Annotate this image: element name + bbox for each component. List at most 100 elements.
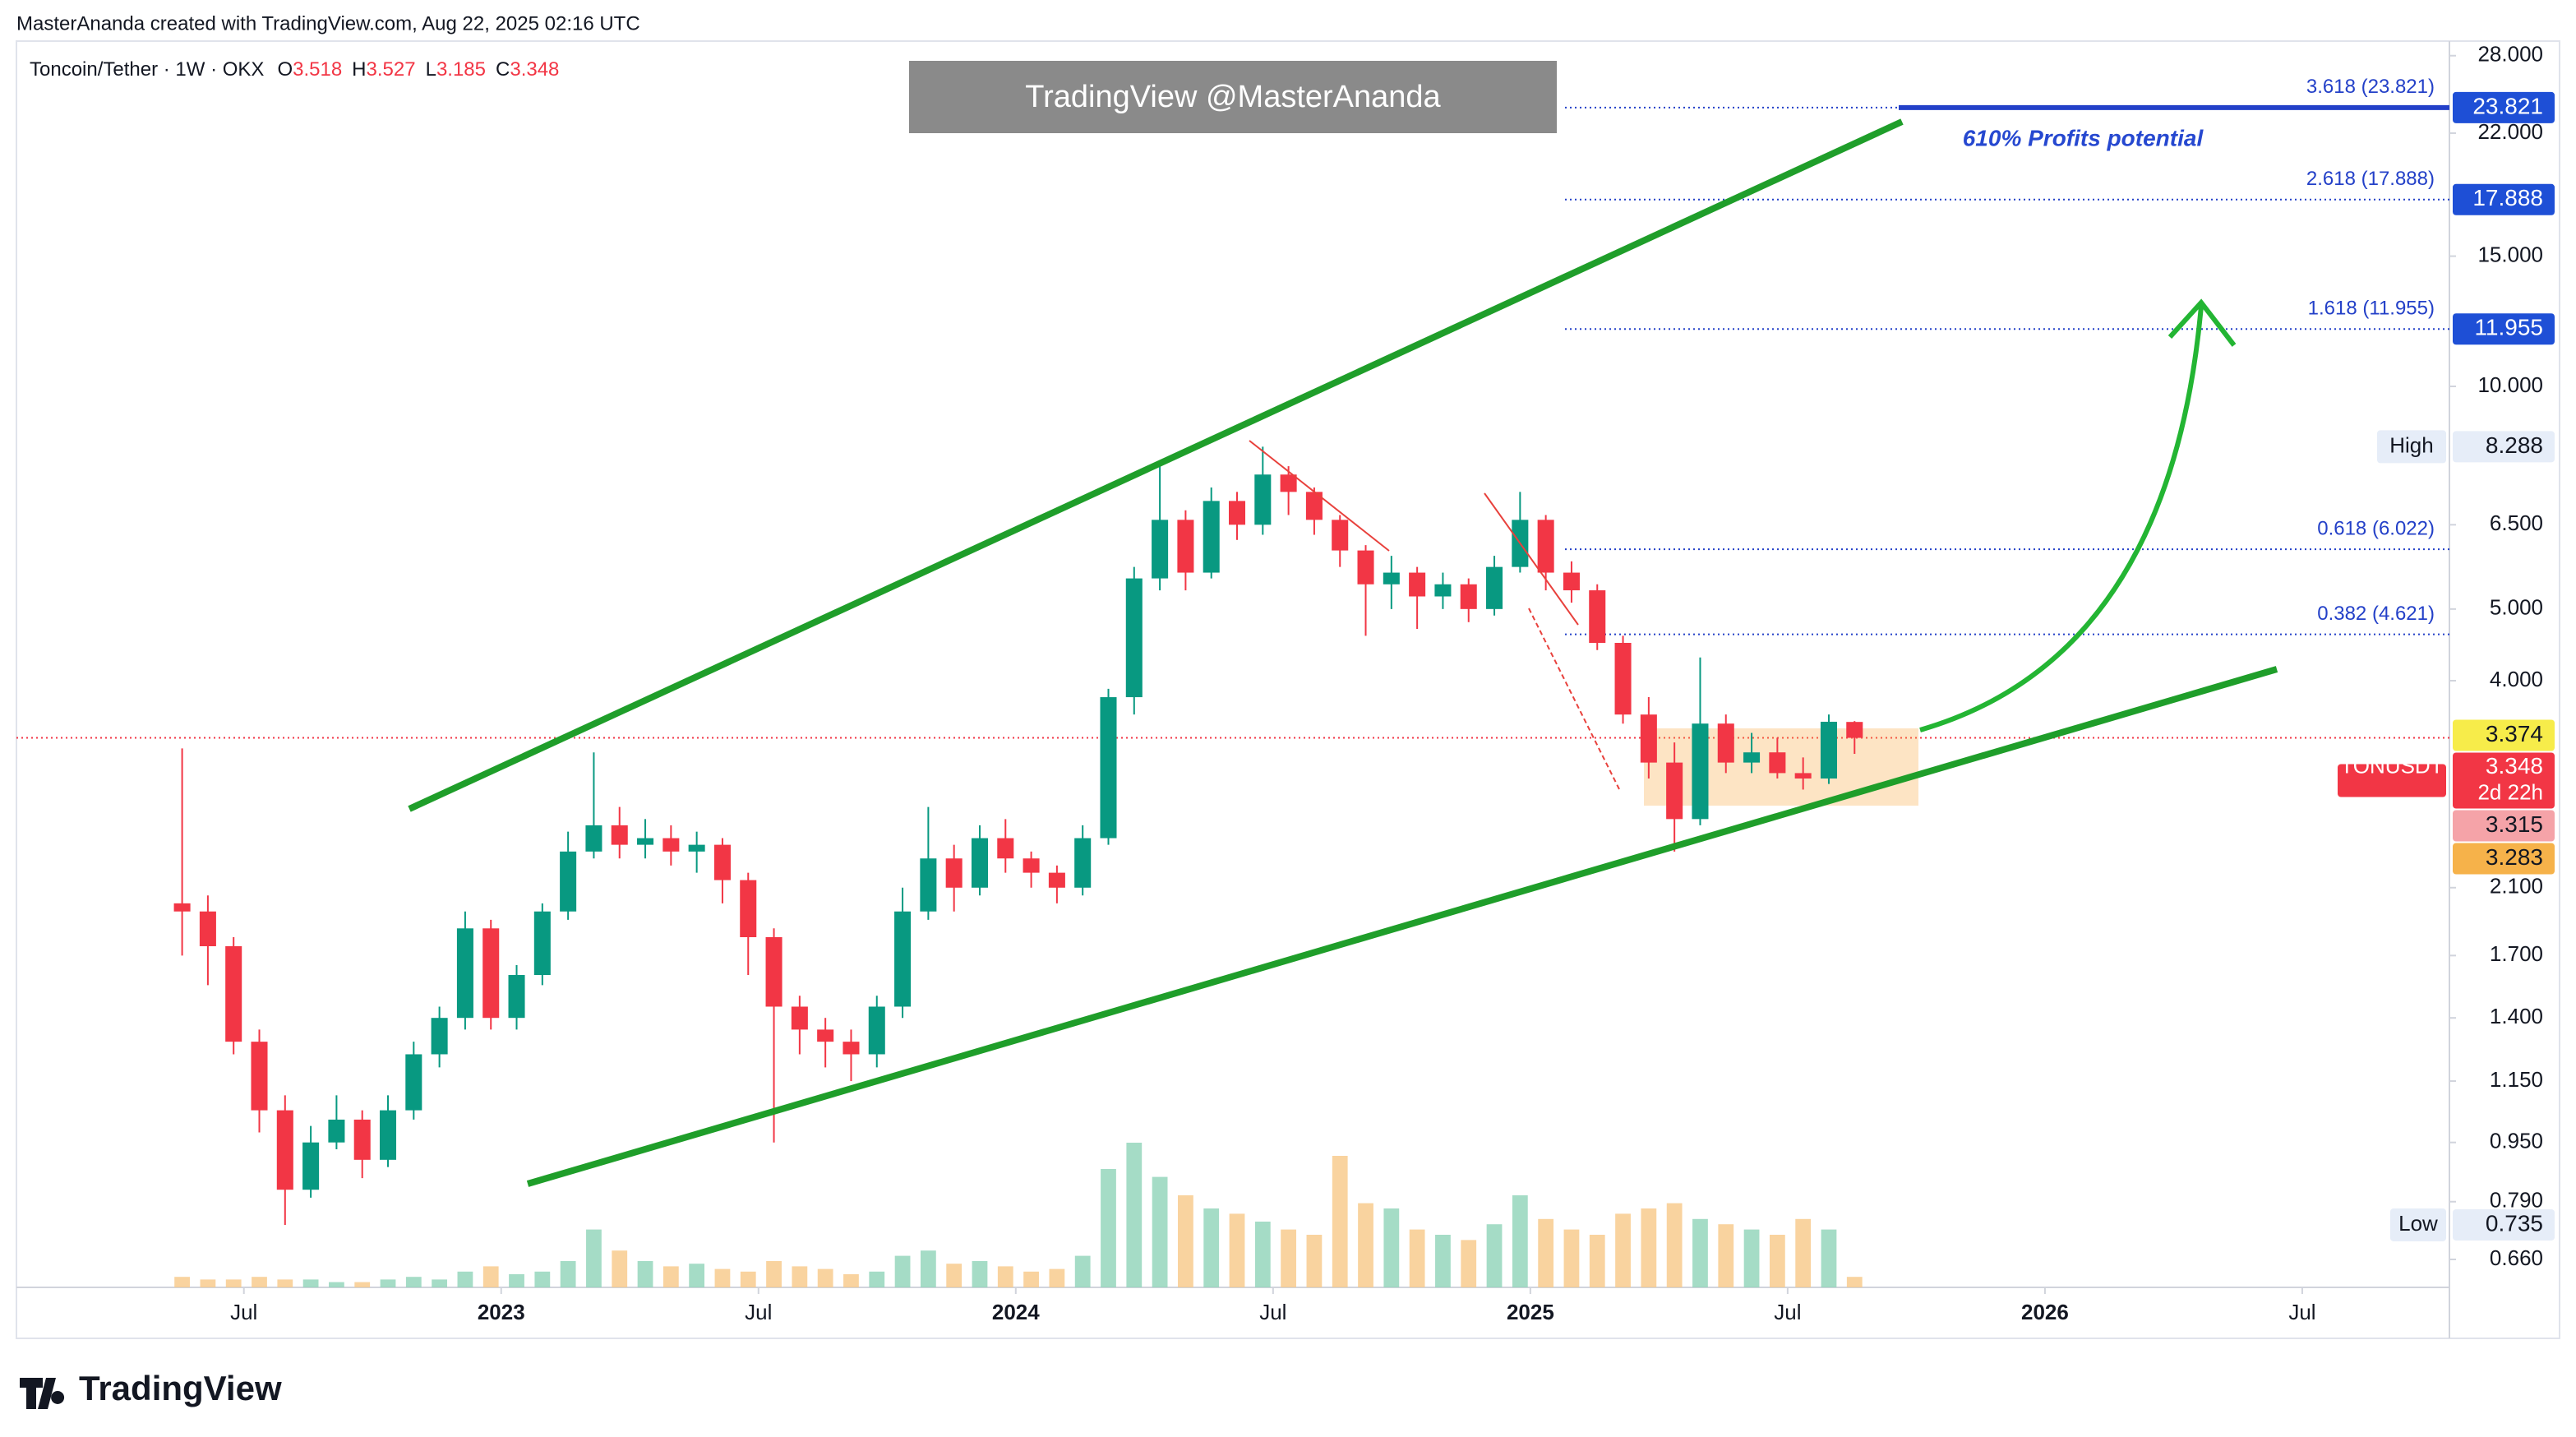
candle-body: [868, 1006, 885, 1055]
candle-body: [1846, 722, 1863, 738]
y-tick-label: 5.000: [2490, 595, 2543, 620]
candle-body: [688, 844, 705, 852]
price-badge-label: 17.888: [2472, 185, 2543, 210]
candle-body: [482, 928, 500, 1019]
volume-bar: [1461, 1240, 1477, 1287]
candle-body: [1769, 752, 1786, 774]
volume-bar: [509, 1274, 524, 1287]
marks-layer: [173, 446, 1863, 1287]
trendline: [1484, 492, 1579, 626]
fib-label: 0.618 (6.022): [2317, 518, 2435, 540]
y-tick-label: 1.150: [2490, 1067, 2543, 1092]
candle-body: [817, 1029, 834, 1042]
volume-bar: [1101, 1169, 1116, 1287]
y-tick-label: 15.000: [2477, 242, 2543, 266]
volume-bar: [1358, 1203, 1373, 1287]
candle-body: [765, 937, 782, 1007]
watermark-box: [909, 61, 1557, 133]
volume-bar: [1821, 1229, 1837, 1287]
logo: TradingView: [79, 1369, 282, 1407]
volume-bar: [817, 1268, 833, 1287]
candle-body: [1254, 474, 1272, 525]
header: MasterAnanda created with TradingView.co…: [16, 12, 640, 35]
price-badge: [2453, 843, 2555, 875]
volume-bar: [997, 1266, 1013, 1287]
x-tick-label: Jul: [1259, 1300, 1286, 1324]
candle-body: [662, 838, 680, 852]
candle-body: [302, 1142, 320, 1190]
symbol-legend: Toncoin/Tether · 1W · OKX O3.518 H3.527 L3.…: [30, 58, 559, 81]
candle-body: [1305, 492, 1323, 520]
volume-bar: [1795, 1218, 1812, 1287]
candle-body: [971, 838, 988, 888]
candle-body: [225, 946, 242, 1042]
x-tick-label: Jul: [2288, 1300, 2315, 1324]
candle-body: [199, 911, 216, 947]
volume-bar: [1692, 1218, 1708, 1287]
candle-body: [713, 844, 731, 880]
legend-key: L: [426, 58, 436, 81]
legend-key: O: [277, 58, 293, 81]
candle-body: [508, 975, 525, 1019]
candle-body: [1640, 714, 1657, 763]
candle-body: [328, 1119, 345, 1143]
volume-bar: [1152, 1176, 1168, 1287]
candle-body: [740, 880, 757, 938]
candle-body: [1614, 642, 1632, 715]
price-badge-label: 3.315: [2486, 811, 2543, 837]
y-tick-label: 0.950: [2490, 1129, 2543, 1153]
symbol-title: Toncoin/Tether · 1W · OKX: [30, 58, 264, 81]
candle-body: [1074, 838, 1092, 888]
price-tag: [2390, 1208, 2446, 1241]
volume-bar: [586, 1229, 602, 1287]
volume-bar: [946, 1264, 963, 1287]
y-tick-label: 28.000: [2477, 42, 2543, 67]
volume-bar: [894, 1255, 911, 1287]
x-tick-label: Jul: [230, 1300, 257, 1324]
volume-bar: [560, 1261, 576, 1287]
candle-body: [405, 1054, 422, 1111]
price-tag: [2338, 764, 2446, 797]
volume-bar: [1254, 1222, 1271, 1287]
price-badge: [2453, 183, 2555, 215]
x-tick-label: Jul: [1774, 1300, 1801, 1324]
candle-body: [843, 1042, 860, 1055]
price-badge-label: 23.821: [2472, 93, 2543, 118]
candle-body: [560, 851, 577, 912]
y-tick-label: 2.100: [2490, 874, 2543, 899]
candle-body: [379, 1110, 397, 1160]
y-tick-label: 4.000: [2490, 667, 2543, 691]
price-badge-label: 11.955: [2474, 315, 2543, 340]
background-layer: 3.618 (23.821) 2.618 (17.888) 1.618 (11.95…: [16, 76, 2449, 739]
candle-body: [637, 838, 654, 845]
volume-bar: [1743, 1229, 1760, 1287]
volume-bar: [843, 1274, 859, 1287]
price-badge: [2453, 91, 2555, 123]
candle-body: [1100, 697, 1117, 839]
volume-bar: [1666, 1203, 1683, 1287]
channel-upper: [408, 118, 1904, 812]
price-badge-label: 3.374: [2486, 721, 2543, 746]
volume-bar: [432, 1279, 448, 1287]
price-badge: [2453, 313, 2555, 345]
volume-bar: [302, 1279, 319, 1287]
candle-body: [1717, 723, 1734, 763]
price-tag-label: High: [2389, 432, 2433, 457]
trendline: [1528, 608, 1620, 790]
price-badge-label: 0.735: [2486, 1210, 2543, 1236]
candle-body: [1692, 723, 1709, 820]
candle-body: [456, 928, 473, 1019]
chart-frame: [16, 40, 2560, 1339]
candle-body: [1820, 721, 1837, 779]
candle-body: [945, 858, 963, 888]
candle-body: [431, 1018, 448, 1055]
volume-bar: [637, 1261, 653, 1287]
candle-body: [1280, 474, 1297, 492]
volume-bar: [1538, 1218, 1554, 1287]
y-tick-label: 1.700: [2490, 941, 2543, 966]
logo-icon: [20, 1378, 65, 1409]
volume-bar: [1718, 1224, 1734, 1287]
legend-value: 3.185: [436, 58, 486, 81]
candle-body: [533, 911, 551, 976]
